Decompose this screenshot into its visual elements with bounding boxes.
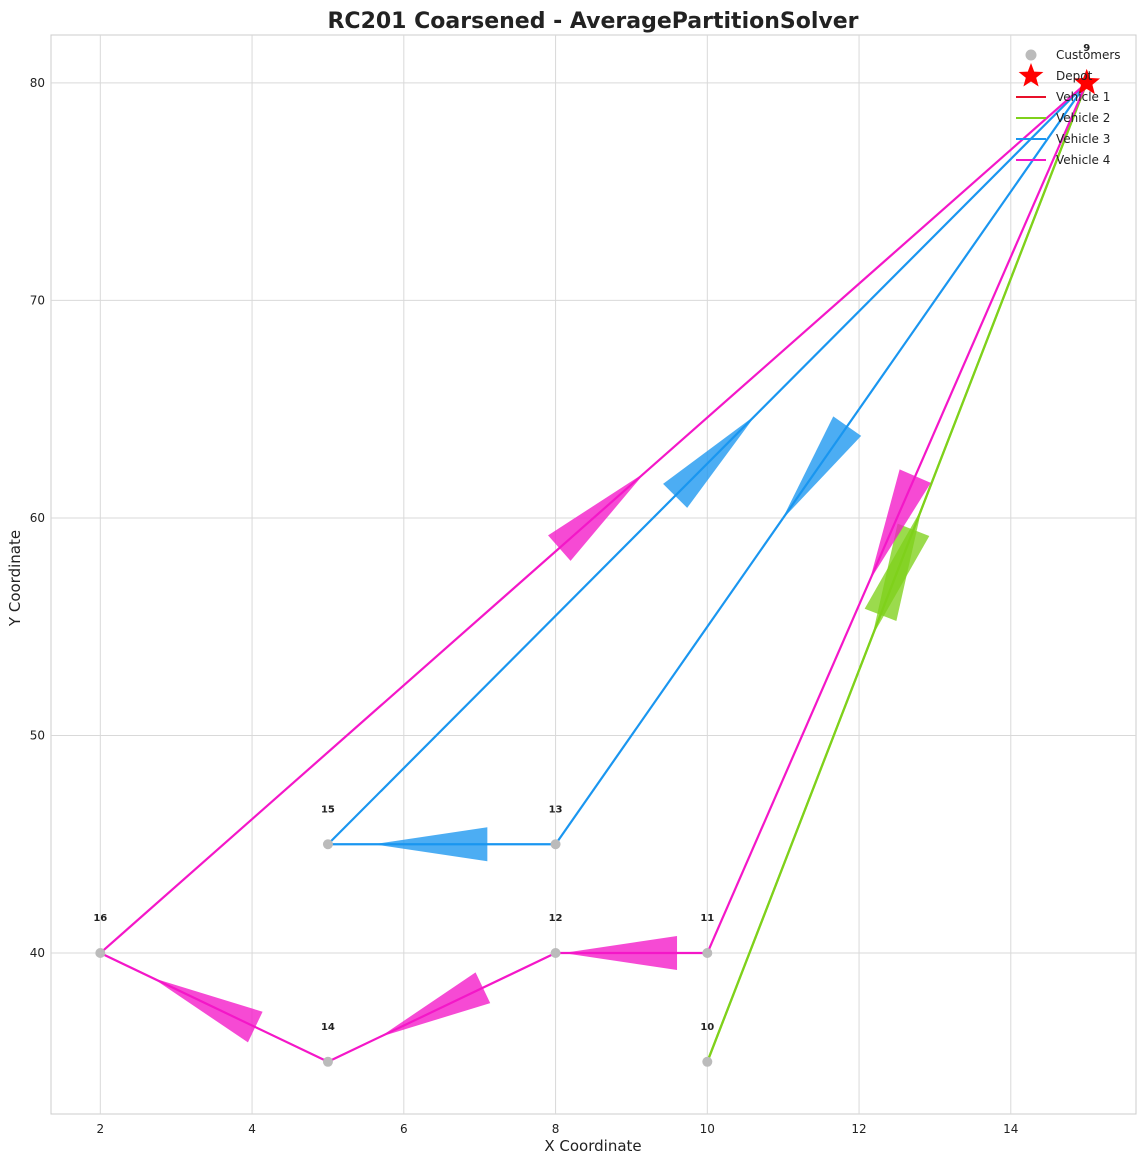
route-arrows bbox=[152, 415, 931, 1043]
legend-label: Depot bbox=[1056, 69, 1093, 83]
customer-point bbox=[322, 839, 333, 850]
legend-label: Vehicle 1 bbox=[1056, 90, 1110, 104]
y-tick-label: 80 bbox=[30, 76, 45, 90]
y-axis-label: Y Coordinate bbox=[6, 530, 24, 627]
x-axis-label: X Coordinate bbox=[544, 1137, 641, 1155]
depot-star bbox=[1073, 68, 1100, 95]
route-arrow bbox=[781, 416, 862, 520]
tick-labels: 2 4 6 8 10 12 14 40 50 60 70 80 bbox=[30, 76, 1019, 1136]
route-arrow bbox=[548, 472, 645, 561]
customer-point bbox=[550, 839, 561, 850]
route-arrow bbox=[380, 972, 491, 1037]
x-tick-label: 8 bbox=[552, 1122, 560, 1136]
y-tick-label: 40 bbox=[30, 946, 45, 960]
chart-title: RC201 Coarsened - AveragePartitionSolver bbox=[327, 9, 858, 34]
legend-label: Vehicle 2 bbox=[1056, 111, 1110, 125]
route-arrow bbox=[373, 827, 488, 862]
y-tick-label: 70 bbox=[30, 293, 45, 307]
route-arrow bbox=[663, 415, 756, 508]
customer-label: 13 bbox=[549, 804, 563, 815]
x-tick-label: 6 bbox=[400, 1122, 408, 1136]
route-arrow bbox=[563, 936, 678, 971]
customer-label: 14 bbox=[321, 1022, 335, 1033]
node-labels: 10 11 12 13 14 15 16 bbox=[93, 804, 714, 1033]
customer-point bbox=[702, 1056, 713, 1067]
customer-point bbox=[322, 1056, 333, 1067]
depot-label: 9 bbox=[1083, 43, 1090, 54]
depot-marker: 9 bbox=[1073, 43, 1100, 95]
legend-label: Customers bbox=[1056, 48, 1121, 62]
customer-label: 15 bbox=[321, 804, 335, 815]
customer-label: 10 bbox=[700, 1022, 714, 1033]
legend-label: Vehicle 4 bbox=[1056, 153, 1110, 167]
customer-point bbox=[95, 948, 106, 959]
x-tick-label: 14 bbox=[1003, 1122, 1018, 1136]
customer-label: 11 bbox=[700, 913, 714, 924]
customer-label: 12 bbox=[549, 913, 563, 924]
customer-label: 16 bbox=[93, 913, 107, 924]
x-tick-label: 4 bbox=[248, 1122, 256, 1136]
route-arrow bbox=[869, 469, 931, 581]
legend-label: Vehicle 3 bbox=[1056, 132, 1110, 146]
y-tick-label: 60 bbox=[30, 511, 45, 525]
route-arrow bbox=[152, 977, 263, 1043]
customer-point bbox=[702, 948, 713, 959]
legend: Customers Depot Vehicle 1 Vehicle 2 Vehicle … bbox=[1016, 48, 1121, 167]
x-tick-label: 10 bbox=[700, 1122, 715, 1136]
legend-depot-marker bbox=[1018, 63, 1044, 87]
y-tick-label: 50 bbox=[30, 728, 45, 742]
x-tick-label: 12 bbox=[851, 1122, 866, 1136]
customer-points bbox=[95, 839, 713, 1067]
legend-customers-marker bbox=[1025, 49, 1037, 61]
route-arrow bbox=[864, 508, 922, 621]
customer-point bbox=[550, 948, 561, 959]
x-tick-label: 2 bbox=[96, 1122, 104, 1136]
